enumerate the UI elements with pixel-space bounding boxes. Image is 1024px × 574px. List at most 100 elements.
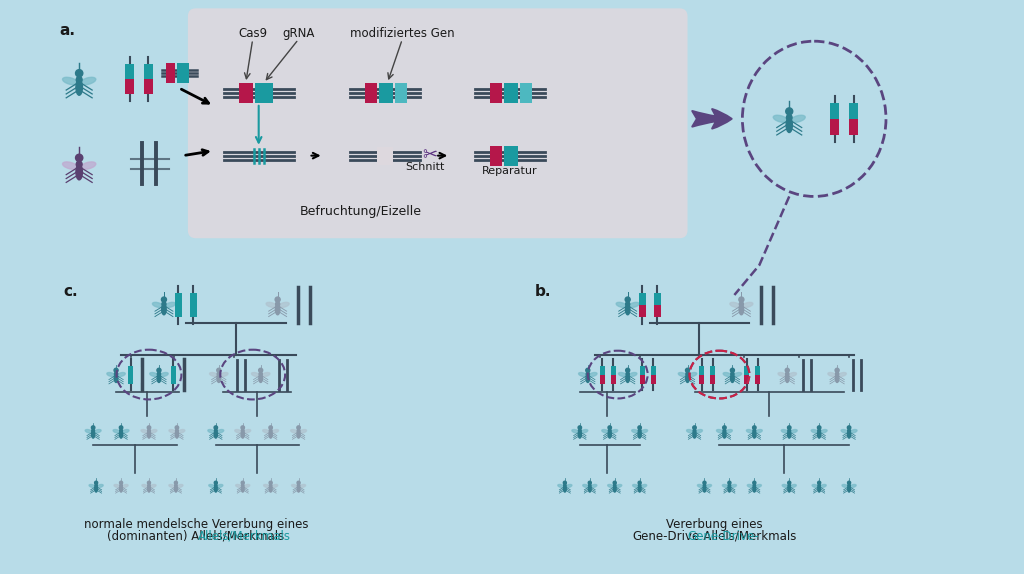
Ellipse shape xyxy=(169,429,176,433)
Bar xyxy=(125,64,134,79)
Ellipse shape xyxy=(785,372,788,375)
Ellipse shape xyxy=(62,162,78,169)
Ellipse shape xyxy=(259,374,262,382)
Circle shape xyxy=(836,369,839,373)
Ellipse shape xyxy=(234,429,242,433)
Ellipse shape xyxy=(755,484,762,487)
Ellipse shape xyxy=(219,373,228,377)
Ellipse shape xyxy=(115,372,118,375)
Ellipse shape xyxy=(633,484,639,487)
Bar xyxy=(756,375,761,383)
Circle shape xyxy=(785,369,790,373)
Ellipse shape xyxy=(214,430,217,438)
Ellipse shape xyxy=(120,484,122,487)
Ellipse shape xyxy=(244,484,250,487)
Ellipse shape xyxy=(748,484,754,487)
Circle shape xyxy=(847,426,851,429)
Ellipse shape xyxy=(266,302,276,308)
Ellipse shape xyxy=(703,486,706,492)
Ellipse shape xyxy=(291,429,298,433)
Text: Allels/Merkmals: Allels/Merkmals xyxy=(198,530,291,543)
Ellipse shape xyxy=(581,429,588,433)
Ellipse shape xyxy=(723,429,726,432)
Ellipse shape xyxy=(169,484,175,487)
Bar xyxy=(189,293,197,305)
Ellipse shape xyxy=(848,429,851,432)
Ellipse shape xyxy=(602,429,609,433)
Circle shape xyxy=(162,297,167,302)
Bar xyxy=(171,366,176,375)
Bar xyxy=(175,293,182,305)
Ellipse shape xyxy=(591,484,597,487)
Ellipse shape xyxy=(271,484,278,487)
Ellipse shape xyxy=(632,429,639,433)
Bar xyxy=(144,79,153,94)
Ellipse shape xyxy=(147,429,151,432)
Circle shape xyxy=(702,481,706,484)
Text: c.: c. xyxy=(63,284,78,299)
Ellipse shape xyxy=(618,373,627,377)
Ellipse shape xyxy=(150,484,156,487)
Circle shape xyxy=(730,369,734,373)
Circle shape xyxy=(242,481,245,484)
Ellipse shape xyxy=(244,429,251,433)
Ellipse shape xyxy=(165,302,175,308)
Ellipse shape xyxy=(629,302,639,308)
Bar xyxy=(600,375,605,383)
Ellipse shape xyxy=(158,372,161,375)
Ellipse shape xyxy=(586,372,590,375)
Ellipse shape xyxy=(95,484,97,487)
Circle shape xyxy=(817,481,820,484)
Ellipse shape xyxy=(787,486,791,492)
Bar xyxy=(189,305,197,317)
Circle shape xyxy=(120,426,123,429)
Circle shape xyxy=(817,426,821,429)
Ellipse shape xyxy=(76,76,82,83)
Ellipse shape xyxy=(817,430,820,438)
Ellipse shape xyxy=(786,118,793,133)
Ellipse shape xyxy=(638,486,641,492)
Ellipse shape xyxy=(626,302,630,307)
Ellipse shape xyxy=(787,429,791,432)
Text: Gene-Drive-: Gene-Drive- xyxy=(687,530,759,543)
Ellipse shape xyxy=(753,486,756,492)
Ellipse shape xyxy=(62,77,78,85)
Circle shape xyxy=(563,481,566,484)
Ellipse shape xyxy=(733,373,741,377)
Ellipse shape xyxy=(85,429,92,433)
Ellipse shape xyxy=(269,430,272,438)
Ellipse shape xyxy=(730,484,736,487)
Ellipse shape xyxy=(263,429,270,433)
Ellipse shape xyxy=(626,374,630,382)
Ellipse shape xyxy=(579,373,587,377)
Ellipse shape xyxy=(141,429,148,433)
Ellipse shape xyxy=(610,429,617,433)
Ellipse shape xyxy=(818,429,820,432)
Bar xyxy=(166,63,175,83)
Bar xyxy=(711,366,716,375)
Ellipse shape xyxy=(728,486,731,492)
Circle shape xyxy=(787,481,791,484)
Circle shape xyxy=(174,481,177,484)
Ellipse shape xyxy=(162,304,166,315)
Ellipse shape xyxy=(753,484,756,487)
Ellipse shape xyxy=(638,484,641,487)
Ellipse shape xyxy=(848,486,851,492)
Ellipse shape xyxy=(739,304,743,315)
Ellipse shape xyxy=(162,302,166,307)
Circle shape xyxy=(638,426,641,429)
Circle shape xyxy=(269,426,272,429)
Bar xyxy=(830,103,839,119)
Ellipse shape xyxy=(586,374,590,382)
Circle shape xyxy=(76,154,83,161)
Ellipse shape xyxy=(269,486,272,492)
Ellipse shape xyxy=(297,484,300,487)
Text: ✂: ✂ xyxy=(423,146,438,165)
Bar xyxy=(395,83,408,103)
Ellipse shape xyxy=(836,374,839,382)
Ellipse shape xyxy=(773,115,787,122)
Bar xyxy=(128,375,133,383)
Ellipse shape xyxy=(613,486,616,492)
Ellipse shape xyxy=(688,373,696,377)
Ellipse shape xyxy=(558,484,564,487)
